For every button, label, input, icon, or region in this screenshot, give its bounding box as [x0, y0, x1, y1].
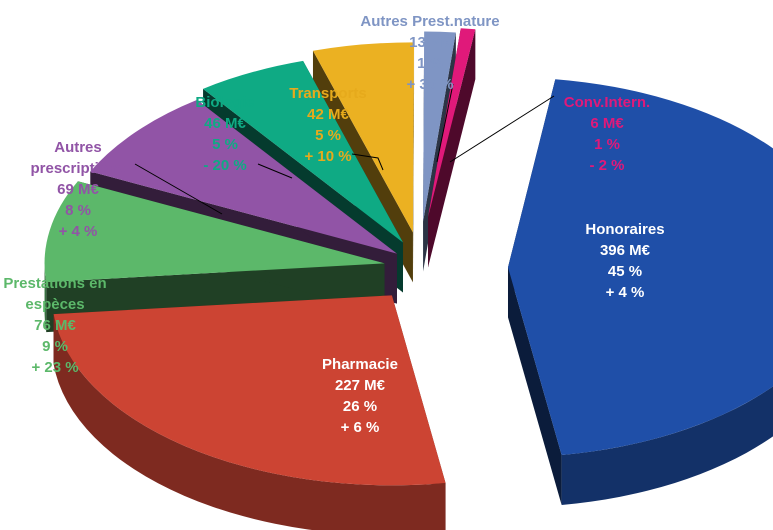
data-label-1: Pharmacie 227 M€ 26 % + 6 %: [322, 356, 398, 436]
data-label-6: Autres Prest.nature 13 M€ 1 % + 30 %: [360, 13, 499, 93]
leader-line-7: [449, 95, 555, 163]
leader-line-3: [134, 163, 223, 215]
data-label-4: Biologie 46 M€ 5 % - 20 %: [195, 94, 254, 174]
leader-line-4: [257, 163, 293, 179]
data-label-5: Transports 42 M€ 5 % + 10 %: [289, 85, 367, 165]
pie-slice-1: [53, 295, 446, 530]
pie-slice-0: [507, 79, 773, 506]
data-label-0: Honoraires 396 M€ 45 % + 4 %: [585, 221, 664, 301]
data-label-2: Prestations en espèces 76 M€ 9 % + 23 %: [3, 275, 106, 376]
data-label-3: Autres prescriptions 69 M€ 8 % + 4 %: [30, 139, 125, 240]
leader-line-5: [351, 153, 384, 171]
leader-line-6: [436, 83, 454, 163]
data-label-7: Conv.Intern. 6 M€ 1 % - 2 %: [564, 94, 650, 174]
